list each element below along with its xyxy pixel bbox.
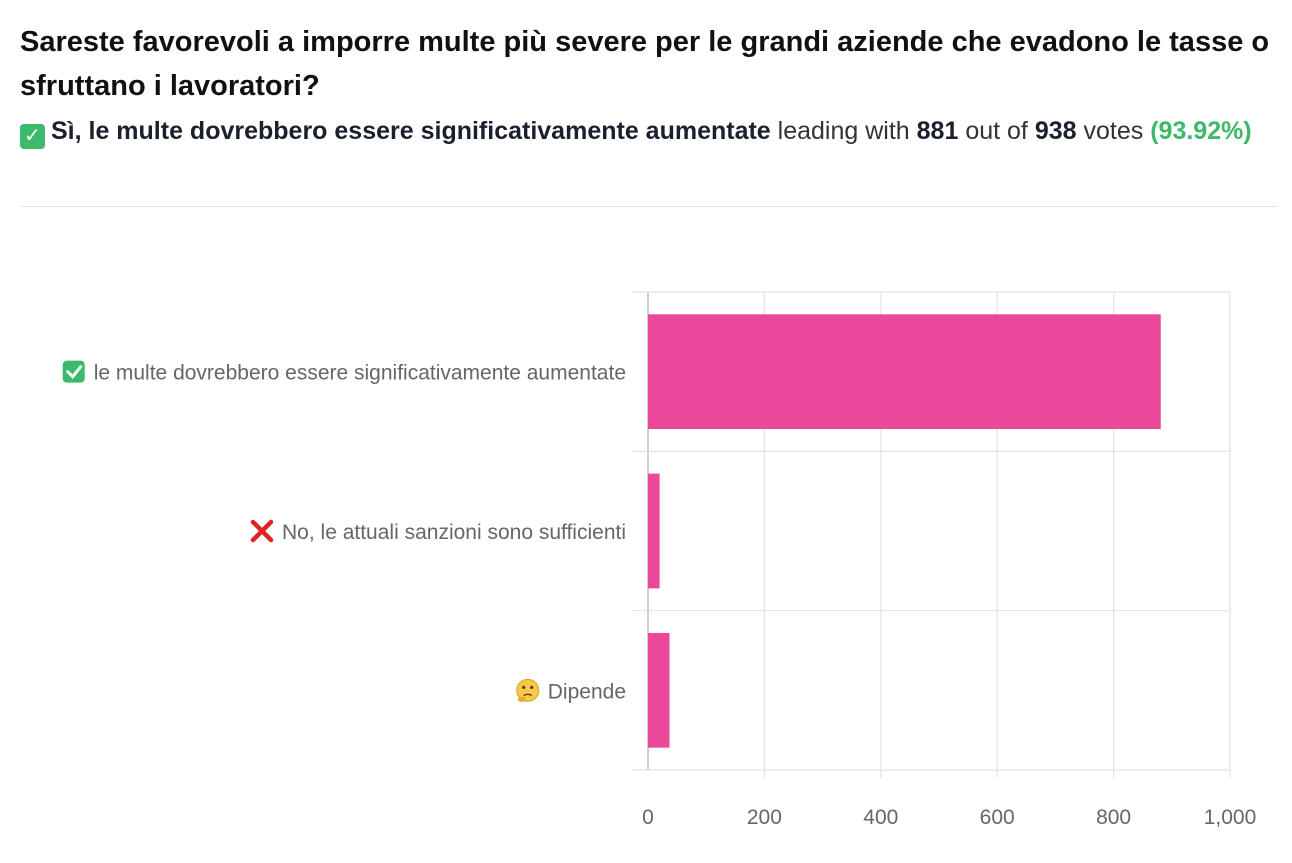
x-tick-label: 1,000 xyxy=(1204,806,1257,829)
chart-bars xyxy=(648,314,1161,748)
poll-header: Sareste favorevoli a imporre multe più s… xyxy=(20,20,1278,151)
leading-votes: 881 xyxy=(916,117,959,145)
check-icon: ✓ xyxy=(20,124,45,149)
votes-text: votes xyxy=(1083,117,1144,145)
leading-option: Sì, le multe dovrebbero essere significa… xyxy=(51,117,771,145)
x-mark-icon xyxy=(250,519,274,543)
x-tick-label: 0 xyxy=(642,806,654,829)
bar xyxy=(648,314,1161,430)
out-of-text: out of xyxy=(965,117,1028,145)
poll-question: Sareste favorevoli a imporre multe più s… xyxy=(20,26,1270,102)
category-label: le multe dovrebbero essere significativa… xyxy=(94,362,626,385)
bar xyxy=(648,632,670,748)
leading-percentage: (93.92%) xyxy=(1150,117,1252,145)
x-tick-label: 200 xyxy=(747,806,782,829)
x-tick-label: 800 xyxy=(1096,806,1131,829)
x-tick-label: 400 xyxy=(863,806,898,829)
total-votes: 938 xyxy=(1034,117,1077,145)
header-divider xyxy=(20,206,1278,207)
leading-text: leading with xyxy=(777,117,910,145)
category-labels: le multe dovrebbero essere significativa… xyxy=(62,360,626,703)
category-label: No, le attuali sanzioni sono sufficienti xyxy=(282,521,626,544)
thinking-face-icon xyxy=(516,678,540,702)
category-label: Dipende xyxy=(548,680,626,703)
bar xyxy=(648,473,660,589)
x-tick-label: 600 xyxy=(980,806,1015,829)
x-axis-ticks: 0 200 400 600 800 1,000 xyxy=(642,806,1256,829)
check-icon xyxy=(62,360,85,383)
poll-summary: ✓ Sì, le multe dovrebbero essere signific… xyxy=(20,112,1278,151)
